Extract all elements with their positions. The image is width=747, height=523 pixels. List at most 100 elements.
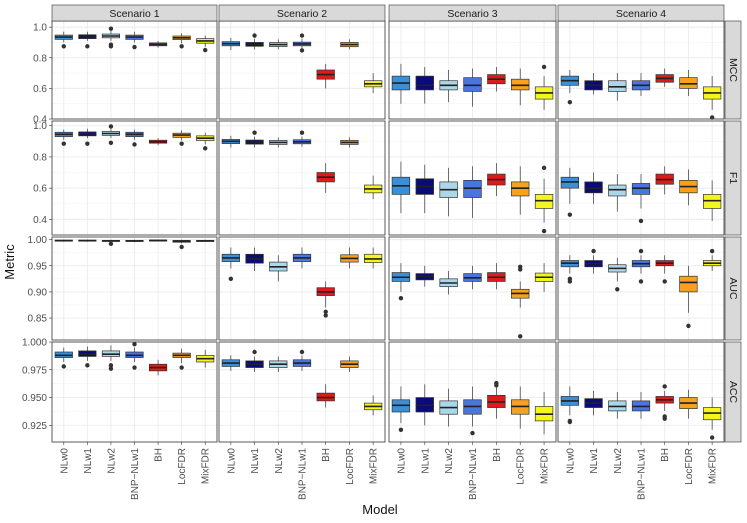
outlier-point (518, 267, 523, 272)
y-axis-title: Metric (2, 244, 17, 280)
box-acc-s3-nlw2 (439, 388, 458, 427)
box-acc-s2-nlw0 (221, 355, 240, 371)
y-tick-label: 1.00 (28, 235, 48, 246)
outlier-point (108, 44, 114, 49)
outlier-point (709, 115, 715, 120)
box-auc-s4-nlw2 (608, 257, 627, 292)
outlier-point (709, 435, 715, 440)
x-tick-label-mixfdr: MixFDR (201, 448, 212, 484)
outlier-point (567, 419, 573, 425)
box-f1-s2-nlw2 (269, 137, 288, 148)
box-auc-s3-locfdr (511, 264, 530, 339)
marks-layer (54, 26, 722, 440)
outlier-point (132, 365, 137, 370)
outlier-point (61, 364, 66, 369)
box-acc-s2-nlw2 (269, 356, 288, 372)
y-tick-label: 0.925 (22, 421, 47, 432)
y-tick-label: 0.8 (33, 152, 47, 163)
box-auc-s3-bh (487, 263, 506, 290)
metric-strip (724, 341, 742, 443)
box-auc-s3-nlw2 (439, 270, 458, 295)
panel-border (557, 120, 725, 236)
box-mcc-s4-bh (655, 68, 674, 87)
x-tick-label-nlw0: NLw0 (396, 448, 407, 474)
outlier-point (132, 142, 137, 147)
x-tick-label-nlw0: NLw0 (59, 448, 70, 474)
box-mcc-s2-nlw1 (245, 33, 264, 50)
y-tick-label: 0.4 (33, 215, 47, 226)
panel-border (51, 236, 218, 341)
box-acc-s4-bh (655, 384, 674, 421)
outlier-point (398, 295, 404, 301)
box-acc-s3-mixfdr (534, 392, 554, 435)
metric-strip-label-auc: AUC (727, 277, 739, 300)
box-mcc-s3-mixfdr (534, 64, 554, 110)
x-tick-label-mixfdr: MixFDR (708, 448, 719, 484)
x-tick-label-bnp-nlw1: BNP−NLw1 (298, 448, 309, 500)
box-auc-s2-nlw0 (221, 247, 240, 282)
outlier-point (108, 363, 114, 368)
y-tick-label: 0.90 (28, 287, 48, 298)
box-auc-s2-bnp-nlw1 (292, 247, 312, 269)
y-tick-label: 0.975 (22, 365, 47, 376)
box-acc-s3-bnp-nlw1 (463, 386, 482, 436)
outlier-point (203, 146, 208, 151)
x-tick-label-locfdr: LocFDR (177, 448, 188, 485)
panel-border (557, 236, 725, 341)
outlier-point (108, 241, 114, 246)
box-f1-s1-bnp-nlw1 (125, 129, 144, 147)
panel-border (51, 120, 218, 236)
box-mcc-s4-nlw1 (584, 73, 603, 95)
outlier-point (638, 279, 644, 284)
box-auc-s4-mixfdr (703, 248, 722, 271)
scenario-strip (388, 4, 557, 22)
outlier-point (638, 218, 644, 224)
box-f1-s3-nlw1 (415, 164, 434, 214)
outlier-point (85, 44, 90, 49)
box-acc-s1-bnp-nlw1 (125, 342, 144, 370)
outlier-point (567, 212, 573, 217)
box-f1-s2-bh (316, 163, 335, 193)
panel-border (388, 236, 557, 341)
box-auc-s4-bh (655, 255, 674, 284)
x-tick-label-locfdr: LocFDR (684, 448, 695, 485)
box-auc-s2-nlw2 (269, 255, 288, 282)
outlier-point (61, 141, 66, 146)
metric-strip (724, 236, 742, 341)
outlier-point (299, 48, 305, 53)
box-f1-s2-nlw1 (245, 130, 264, 148)
x-tick-label-bnp-nlw1: BNP−NLw1 (468, 448, 479, 500)
outlier-point (662, 279, 667, 284)
panel-border (218, 120, 386, 236)
y-tick-label: 1.0 (33, 121, 47, 132)
y-tick-label: 0.8 (33, 53, 47, 64)
box-f1-s2-bnp-nlw1 (292, 130, 312, 147)
box-auc-s1-mixfdr (196, 239, 215, 242)
box-mcc-s2-locfdr (340, 39, 359, 50)
box-auc-s1-nlw2 (101, 239, 121, 246)
box-acc-s1-nlw0 (54, 347, 73, 369)
scenario-strip-label-1: Scenario 1 (109, 8, 159, 20)
box-acc-s3-nlw1 (415, 384, 434, 426)
y-tick-label: 0.6 (33, 184, 47, 195)
box-f1-s1-mixfdr (196, 132, 215, 151)
outlier-point (179, 141, 184, 146)
box-auc-s2-nlw1 (245, 247, 264, 271)
box-acc-s4-bnp-nlw1 (631, 392, 651, 419)
x-tick-label-bh: BH (492, 448, 503, 462)
outlier-point (567, 99, 573, 105)
outlier-point (132, 342, 137, 347)
box-f1-s4-mixfdr (703, 180, 722, 221)
x-tick-label-nlw1: NLw1 (83, 448, 94, 474)
box-mcc-s2-bh (316, 63, 335, 89)
outlier-point (61, 44, 66, 49)
scenario-strip-label-3: Scenario 3 (447, 8, 497, 20)
x-tick-label-bh: BH (154, 448, 165, 462)
box-auc-s4-nlw1 (584, 248, 603, 274)
outlier-point (252, 130, 257, 135)
box-mcc-s1-locfdr (172, 33, 191, 49)
box-acc-s4-mixfdr (703, 397, 722, 440)
box-acc-s4-nlw2 (608, 392, 627, 419)
outlier-point (108, 366, 114, 371)
box-acc-s1-bh (149, 359, 168, 376)
